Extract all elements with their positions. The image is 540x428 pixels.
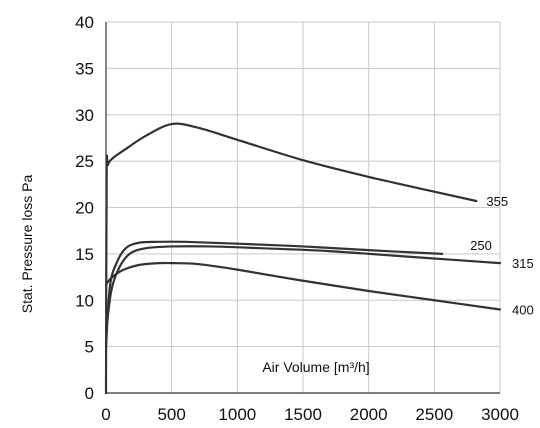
- series-line-250: [104, 240, 444, 348]
- y-tick-label: 0: [85, 384, 94, 403]
- x-tick-label: 500: [157, 405, 185, 424]
- series-labels: 355 250 315 400: [470, 194, 533, 318]
- y-tick-label: 25: [75, 152, 94, 171]
- series-label-250: 250: [470, 238, 492, 253]
- series-label-400: 400: [512, 303, 534, 318]
- series-label-315: 315: [512, 256, 534, 271]
- series-line-400: [104, 261, 502, 311]
- series-lines: [104, 122, 502, 395]
- tick-labels: 0 5 10 15 20 25 30 35 40 0 500 1000 1500 2000 2500 3000: [75, 13, 519, 424]
- x-axis-title: Air Volume [m³/h]: [262, 359, 369, 375]
- series-label-355: 355: [486, 194, 508, 209]
- x-tick-label: 1000: [218, 405, 256, 424]
- y-tick-label: 30: [75, 106, 94, 125]
- y-axis-title: Stat. Pressure loss Pa: [19, 175, 35, 314]
- x-tick-label: 2000: [350, 405, 388, 424]
- x-tick-label: 2500: [415, 405, 453, 424]
- y-tick-label: 15: [75, 245, 94, 264]
- grid: [106, 21, 501, 393]
- y-tick-label: 5: [85, 338, 94, 357]
- x-tick-label: 3000: [481, 405, 519, 424]
- y-tick-label: 10: [75, 291, 94, 310]
- x-tick-label: 1500: [284, 405, 322, 424]
- series-line-355: [104, 122, 478, 395]
- y-tick-label: 35: [75, 59, 94, 78]
- y-tick-label: 20: [75, 199, 94, 218]
- y-tick-label: 40: [75, 13, 94, 32]
- series-line-315: [104, 245, 502, 334]
- x-tick-label: 0: [101, 405, 110, 424]
